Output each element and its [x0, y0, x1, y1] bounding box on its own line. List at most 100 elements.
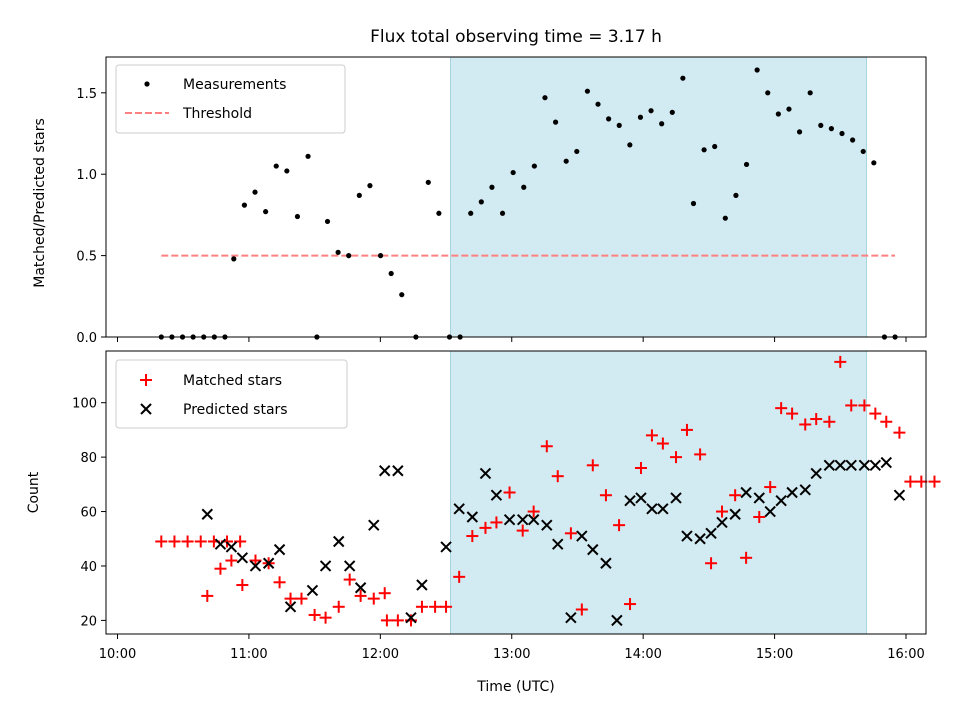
measurement-point	[563, 158, 569, 164]
matched-star-point	[168, 535, 181, 548]
predicted-star-point	[214, 538, 227, 550]
top-y-axis-label: Matched/Predicted stars	[32, 118, 48, 288]
predicted-star-point	[319, 560, 332, 572]
predicted-star-point	[869, 459, 882, 471]
predicted-marker-b	[646, 503, 658, 515]
matched-star-point	[928, 475, 941, 488]
predicted-star-point	[368, 519, 380, 531]
measurement-point	[489, 184, 495, 190]
predicted-star-point	[273, 543, 286, 556]
matched-star-point	[834, 355, 847, 368]
matched-star-point	[740, 551, 753, 564]
matched-star-point	[786, 407, 799, 420]
legend-measurements-marker	[144, 81, 150, 87]
legend-threshold-label: Threshold	[182, 106, 252, 122]
matched-star-point	[214, 562, 227, 575]
matched-star-point	[680, 423, 693, 436]
predicted-marker-b	[764, 505, 776, 518]
predicted-star-point	[611, 614, 623, 627]
measurement-point	[743, 161, 750, 168]
bottom-y-tick-label: 100	[72, 397, 97, 412]
predicted-marker-b	[611, 614, 623, 627]
measurement-point	[860, 148, 866, 155]
matched-star-point	[904, 475, 917, 488]
predicted-marker-b	[552, 538, 564, 550]
measurement-point	[399, 292, 405, 298]
measurement-point	[231, 256, 237, 262]
measurement-point	[324, 218, 331, 225]
bottom-y-axis-label: Count	[26, 471, 42, 513]
measurement-point	[807, 90, 813, 96]
measurement-point	[388, 270, 394, 277]
predicted-star-point	[541, 519, 553, 531]
predicted-marker-b	[635, 492, 647, 504]
predicted-marker-b	[466, 511, 479, 523]
predicted-star-point	[552, 538, 564, 550]
bottom-axes-frame	[105, 350, 927, 635]
observing-window-shade-bottom	[450, 350, 867, 635]
matched-star-point	[332, 600, 345, 613]
predicted-star-point	[440, 541, 452, 553]
predicted-marker-b	[479, 467, 492, 480]
predicted-star-point	[624, 494, 636, 507]
matched-star-point	[415, 600, 428, 613]
predicted-star-point	[716, 516, 728, 529]
measurement-point	[637, 114, 644, 120]
matched-star-point	[453, 570, 466, 583]
bottom-panel: 20 40 60 80 100 10:00 11:00 12:00 13:00 14:00 15:…	[26, 350, 941, 695]
matched-star-point	[440, 600, 453, 613]
predicted-marker-b	[284, 601, 297, 613]
predicted-star-point	[576, 530, 588, 542]
measurement-point	[659, 121, 665, 127]
x-tick-label: 13:00	[493, 647, 530, 662]
matched-star-point	[295, 592, 308, 605]
matched-star-point	[551, 470, 564, 483]
measurement-point	[680, 75, 686, 81]
measurement-point	[606, 116, 612, 122]
matched-star-point	[490, 516, 503, 529]
matched-star-point	[670, 451, 683, 464]
top-y-tick-label: 1.5	[76, 87, 97, 102]
x-tick-label: 15:00	[756, 647, 793, 662]
predicted-marker-b	[799, 484, 811, 496]
predicted-marker-b	[416, 579, 428, 591]
matched-star-point	[367, 592, 380, 605]
legend-predicted-label: Predicted stars	[183, 402, 288, 418]
predicted-marker-b	[214, 538, 227, 550]
predicted-marker-b	[681, 530, 693, 542]
top-y-tick-label: 0.0	[76, 331, 97, 346]
predicted-stars-series	[201, 456, 906, 627]
matched-stars-series	[155, 355, 941, 627]
bottom-y-tick-label: 20	[80, 614, 97, 629]
top-legend-box	[115, 64, 346, 134]
predicted-marker-b	[453, 503, 465, 515]
measurement-point	[796, 129, 803, 135]
measurement-point	[850, 137, 856, 143]
matched-star-point	[624, 598, 637, 611]
predicted-star-point	[565, 611, 577, 624]
legend-matched-label: Matched stars	[183, 373, 282, 389]
predicted-star-point	[479, 467, 492, 480]
predicted-star-point	[893, 489, 906, 501]
predicted-star-point	[490, 489, 503, 501]
matched-star-point	[810, 413, 823, 426]
bottom-legend-box	[115, 359, 348, 429]
matched-star-point	[869, 407, 882, 420]
predicted-marker-b	[236, 552, 249, 564]
matched-star-point	[194, 535, 207, 548]
legend-predicted-marker	[140, 403, 152, 415]
matched-star-point	[516, 524, 529, 537]
measurement-point	[690, 200, 697, 207]
predicted-star-point	[657, 503, 669, 515]
measurement-point	[616, 122, 622, 128]
matched-star-point	[656, 437, 669, 450]
matched-star-point	[586, 459, 599, 472]
measurement-point	[436, 210, 442, 216]
matched-star-point	[527, 505, 540, 518]
predicted-marker-b	[823, 459, 836, 471]
predicted-star-point	[527, 514, 540, 526]
predicted-marker-b	[810, 467, 822, 480]
matched-star-point	[343, 573, 356, 586]
bottom-y-tick-label: 40	[80, 560, 97, 575]
